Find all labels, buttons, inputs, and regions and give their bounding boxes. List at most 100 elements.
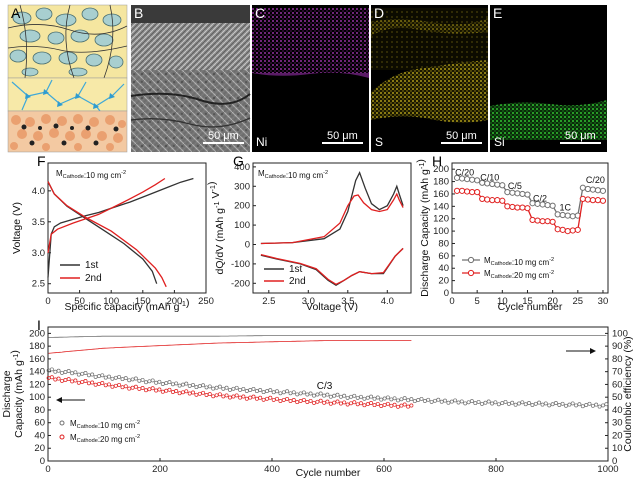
discharge-curve-2nd [47, 181, 167, 288]
y-tick-label: 180 [29, 341, 45, 352]
legend-marker [467, 269, 475, 277]
capacity-point [204, 393, 209, 397]
capacity-point [550, 402, 555, 407]
rate-point [514, 204, 521, 211]
capacity-point [443, 398, 447, 403]
capacity-point [322, 400, 327, 405]
rate-point [594, 187, 602, 194]
rate-point [564, 227, 571, 235]
rate-point [458, 187, 466, 194]
capacity-point [369, 394, 374, 399]
rate-point [519, 204, 526, 211]
capacity-point [117, 382, 122, 387]
capacity-point [254, 389, 259, 394]
plot-frame [252, 162, 412, 294]
rate-point [549, 202, 556, 209]
y-tick-label: 160 [29, 354, 45, 365]
capacity-point [167, 380, 172, 385]
capacity-point [130, 385, 135, 390]
capacity-point [318, 398, 323, 403]
capacity-point [389, 397, 394, 402]
y-tick-label: 180 [433, 177, 449, 188]
y-tick-label: 0 [245, 239, 250, 250]
capacity-point [510, 400, 515, 405]
x-tick-label: 15 [522, 296, 533, 307]
capacity-point [110, 384, 115, 389]
capacity-point [285, 396, 290, 401]
y-axis-label: Voltage (V) [11, 202, 23, 254]
capacity-point [224, 393, 229, 398]
y-tick-label: 400 [234, 162, 250, 173]
panel-a-bottom-dark-dots [21, 123, 119, 146]
capacity-point [597, 404, 602, 409]
capacity-point [419, 396, 424, 401]
capacity-point [396, 398, 400, 403]
y-tick-label: 2.5 [32, 279, 45, 290]
capacity-point [439, 399, 444, 404]
x-tick-label: 3.0 [302, 296, 315, 307]
capacity-point [285, 389, 290, 394]
y-tick-label: 160 [433, 189, 449, 200]
rate-point [519, 190, 526, 198]
rate-point [574, 226, 581, 233]
capacity-point [211, 386, 216, 391]
capacity-point [204, 385, 209, 390]
y2-tick-label: 0 [612, 456, 617, 467]
capacity-point [174, 389, 179, 393]
chart-f: 0 50 100 150 200 250 2.5 3.0 3.5 4.0 MCathode:10 m… [11, 153, 214, 313]
panel-d-element: S [375, 135, 383, 149]
capacity-point [406, 398, 411, 403]
capacity-point [379, 404, 384, 408]
capacity-point [49, 375, 54, 380]
rate-label: C/20 [586, 175, 605, 185]
capacity-point [476, 399, 481, 404]
capacity-point [137, 386, 142, 391]
y-axis-label: dQ/dV (mAh g-1 V-1) [206, 181, 226, 274]
capacity-point [258, 388, 263, 392]
capacity-point [164, 388, 169, 393]
capacity-point [73, 378, 78, 383]
capacity-point [506, 401, 511, 406]
y-tick-label: 200 [234, 201, 250, 212]
rate-point [509, 203, 516, 211]
capacity-point [177, 383, 182, 388]
panel-e-label: E [493, 5, 502, 21]
ce-curve [48, 340, 412, 354]
capacity-point [577, 402, 582, 407]
capacity-point [244, 389, 249, 393]
capacity-point [345, 402, 350, 407]
capacity-point [46, 368, 51, 373]
capacity-point [170, 382, 175, 387]
x-tick-label: 2.5 [262, 296, 275, 307]
panel-d-s-top-band [371, 18, 488, 36]
panel-a-label: A [11, 5, 21, 21]
capacity-point [409, 397, 414, 402]
capacity-point [584, 403, 589, 407]
rate-point [564, 212, 571, 219]
capacity-point [355, 395, 360, 400]
x-tick-label: 4.0 [381, 296, 394, 307]
capacity-point [150, 378, 155, 383]
discharge-curve-1st [260, 247, 404, 286]
capacity-point [207, 384, 212, 389]
capacity-point [305, 392, 310, 397]
capacity-point [328, 401, 333, 406]
capacity-point [298, 399, 303, 403]
capacity-point [248, 388, 253, 392]
capacity-point [473, 401, 478, 406]
capacity-point [513, 402, 518, 407]
capacity-point [315, 399, 320, 404]
y-tick-label: 120 [29, 379, 45, 390]
panel-label: G [233, 153, 244, 169]
capacity-point [580, 404, 585, 409]
y2-tick-label: 40 [612, 405, 623, 416]
capacity-point [523, 402, 528, 407]
capacity-point [382, 402, 387, 407]
y2-tick-label: 90 [612, 341, 623, 352]
capacity-point [446, 400, 451, 405]
rate-point [524, 191, 531, 198]
rate-point [534, 217, 541, 224]
legend-label: MCathode:20 mg cm-2 [70, 433, 140, 444]
x-tick-label: 1000 [597, 464, 618, 475]
